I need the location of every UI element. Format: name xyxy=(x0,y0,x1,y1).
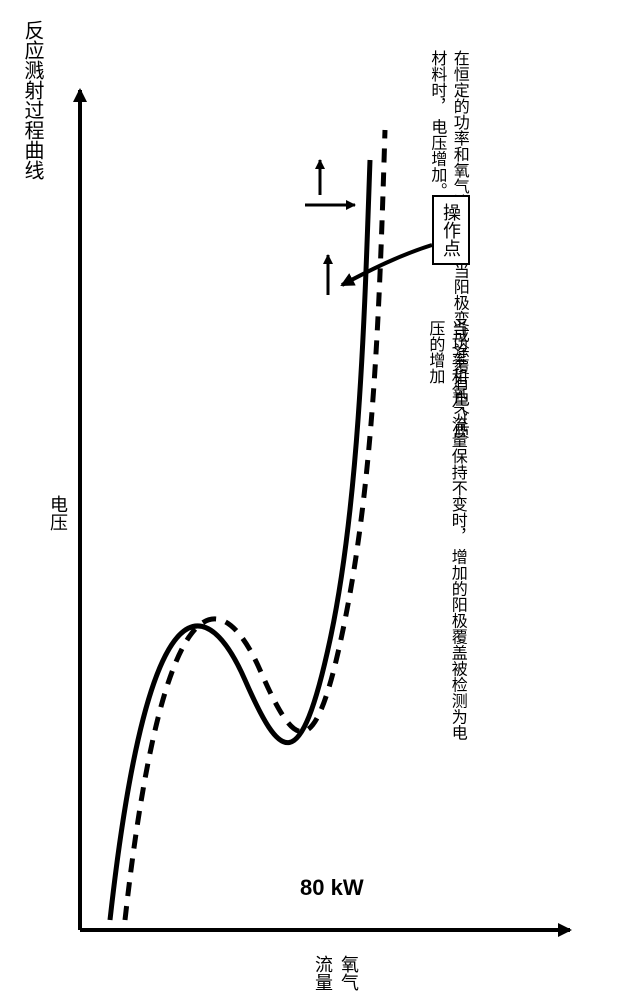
curve-solid xyxy=(110,160,370,920)
arrow-operating-point xyxy=(342,245,432,285)
chart-svg xyxy=(0,0,624,1000)
